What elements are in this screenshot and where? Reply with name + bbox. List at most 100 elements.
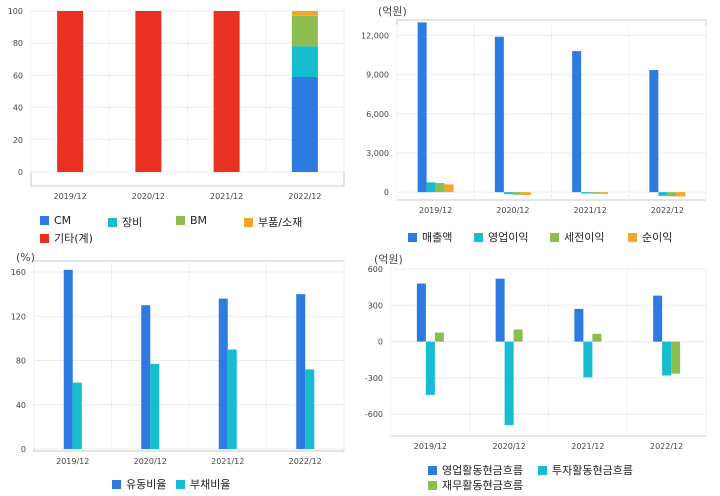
legend-swatch	[176, 216, 185, 225]
x-tick-label: 2020/12	[132, 192, 165, 201]
x-tick-label: 2022/12	[650, 442, 683, 451]
bar	[649, 70, 659, 193]
bar	[653, 295, 663, 342]
y-tick-label: 60	[13, 71, 23, 80]
x-tick-label: 2021/12	[574, 206, 607, 215]
bar	[581, 192, 591, 194]
legend-swatch	[408, 232, 417, 242]
y-tick-label: 0	[18, 168, 23, 177]
bar	[667, 192, 677, 197]
y-tick-label: 120	[11, 312, 26, 321]
y-tick-label: 20	[13, 136, 23, 145]
legend-item-current-ratio: 유동비율	[112, 476, 166, 492]
bar	[512, 192, 522, 195]
legend-label: 기타(계)	[54, 232, 93, 245]
legend-swatch	[40, 216, 49, 225]
x-tick-label: 2022/12	[651, 206, 684, 215]
legend-item-net-profit: 순이익	[628, 229, 672, 245]
x-tick-label: 2022/12	[289, 457, 322, 466]
chart-panel-cashflow: (억원) -600 -300 0 300 600 2019/12 2020/12 2021/1…	[360, 248, 720, 496]
chart-panel-ratios: (%) 0 40 80 120 160 2019/12 2020/12 2021/12 2022…	[0, 248, 360, 496]
legend-label: CM	[54, 214, 72, 227]
bar	[503, 192, 513, 195]
bar	[150, 363, 160, 449]
bar	[57, 11, 84, 172]
chart-panel-composition: 0 20 40 60 80 100 2019/12 2020/12 2021/12 2022/12…	[0, 0, 360, 248]
bar	[444, 184, 454, 193]
legend-item-equipment: 장비	[108, 214, 142, 230]
legend-item-pretax-profit: 세전이익	[550, 229, 604, 245]
legend-label: 영업활동현금흐름	[442, 464, 523, 477]
legend-swatch	[628, 232, 637, 242]
legend-item-operating-profit: 영업이익	[474, 229, 528, 245]
y-tick-label: 3,000	[366, 149, 389, 158]
bar	[494, 36, 504, 193]
y-tick-label: 600	[368, 265, 383, 274]
income-chart: 0 3,000 6,000 9,000 12,000 2019/12 2020/12 2021…	[361, 19, 707, 215]
y-tick-label: 12,000	[361, 31, 389, 40]
y-tick-label: 300	[368, 301, 383, 310]
legend-label: 장비	[122, 216, 143, 229]
chart-panel-income: (억원) 0 3,000 6,000 9,000 12,000 2019/12 2020/1…	[360, 0, 720, 248]
x-tick-label: 2019/12	[419, 206, 452, 215]
bar	[296, 294, 306, 449]
legend-swatch	[428, 465, 437, 475]
legend-item-bm: BM	[176, 214, 207, 227]
bar	[63, 269, 73, 449]
bar	[305, 369, 315, 449]
bar	[135, 11, 162, 172]
bar	[416, 283, 426, 342]
y-tick-label: 6,000	[366, 110, 389, 119]
y-tick-label: 80	[16, 357, 26, 366]
bar	[671, 341, 681, 374]
x-tick-label: 2019/12	[56, 457, 89, 466]
y-tick-label: 160	[11, 268, 26, 277]
bar	[426, 182, 436, 193]
legend-item-revenue: 매출액	[408, 229, 452, 245]
y-tick-label: 9,000	[366, 71, 389, 80]
bar	[291, 46, 318, 78]
composition-legend: CM 장비 BM 부품/소재 기타(계)	[40, 214, 360, 248]
legend-item-cm: CM	[40, 214, 71, 227]
y-tick-label: 0	[384, 188, 389, 197]
bar	[574, 308, 584, 342]
legend-label: 영업이익	[488, 231, 529, 244]
legend-swatch	[550, 232, 559, 242]
bar	[599, 192, 609, 194]
legend-item-investing-cf: 투자활동현금흐름	[538, 462, 633, 478]
legend-swatch	[538, 465, 547, 475]
bar	[504, 341, 514, 426]
bar	[425, 341, 435, 395]
bar	[141, 305, 151, 449]
legend-label: 매출액	[422, 231, 453, 244]
y-tick-label: 80	[13, 39, 23, 48]
legend-swatch	[108, 217, 117, 227]
unit-label: (억원)	[378, 5, 407, 18]
legend-swatch	[244, 217, 253, 227]
legend-swatch	[428, 480, 437, 490]
cashflow-legend: 영업활동현금흐름 투자활동현금흐름 재무활동현금흐름	[428, 462, 720, 494]
bar	[417, 22, 427, 193]
income-legend: 매출액 영업이익 세전이익 순이익	[408, 229, 720, 245]
x-tick-label: 2020/12	[496, 206, 529, 215]
bar	[435, 183, 445, 193]
bar	[218, 298, 228, 449]
legend-label: BM	[190, 214, 208, 227]
bar	[495, 278, 505, 342]
unit-label: (%)	[16, 251, 36, 264]
legend-swatch	[40, 233, 49, 243]
bar	[662, 341, 672, 376]
bar	[291, 15, 318, 47]
legend-item-financing-cf: 재무활동현금흐름	[428, 477, 523, 493]
y-tick-label: -600	[365, 410, 383, 419]
x-tick-label: 2021/12	[571, 442, 604, 451]
legend-item-operating-cf: 영업활동현금흐름	[428, 462, 523, 478]
legend-swatch	[176, 479, 185, 489]
legend-label: 순이익	[642, 231, 673, 244]
x-tick-label: 2019/12	[54, 192, 87, 201]
legend-item-parts: 부품/소재	[244, 214, 302, 230]
x-tick-label: 2020/12	[493, 442, 526, 451]
legend-item-debt-ratio: 부채비율	[176, 476, 230, 492]
bar	[513, 329, 523, 342]
bar	[72, 382, 82, 449]
